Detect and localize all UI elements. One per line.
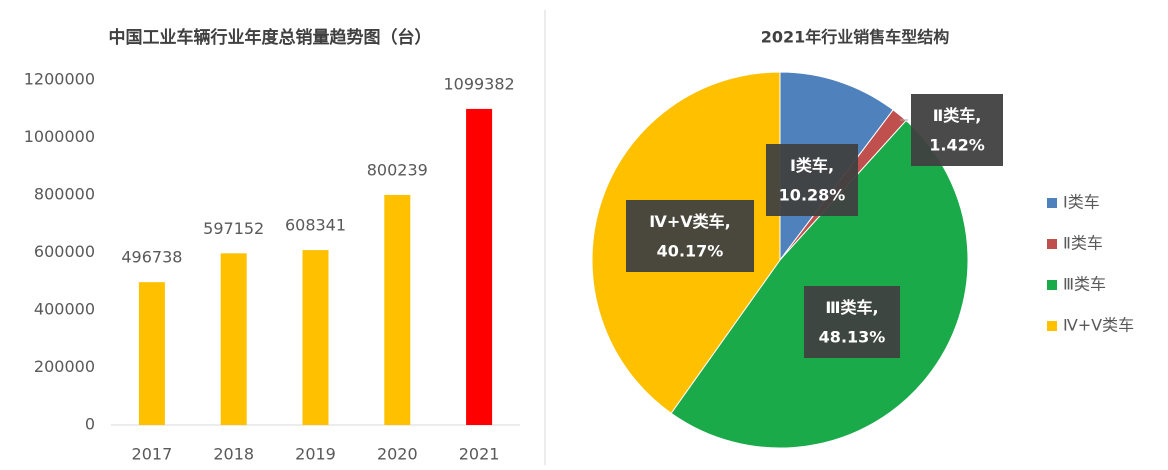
legend-label: Ⅰ类车 [1063,193,1100,212]
data-label: 1099382 [443,74,514,93]
legend-label: Ⅱ类车 [1063,234,1103,253]
data-label: 496738 [121,248,182,267]
data-label-box [804,286,900,358]
data-label-box [766,144,858,216]
bar [384,194,411,425]
data-label: 800239 [367,160,428,179]
data-label: 608341 [285,216,346,235]
y-tick-label: 0 [85,415,95,434]
legend-swatch [1047,321,1057,331]
x-tick-label: 2020 [377,445,418,464]
data-label-name: Ⅰ类车, [790,156,834,175]
data-label-box [911,94,1003,166]
category: Ⅳ+Ⅴ类车 [649,212,724,231]
data-label-value: 40.17% [657,242,724,261]
legend-swatch [1047,198,1057,208]
data-label: Ⅳ+Ⅴ类车,40.17% [626,200,754,272]
data-label-box [626,200,754,272]
legend-label: Ⅲ类车 [1063,275,1106,294]
data-label: Ⅱ类车, 1.42% [911,94,1003,166]
separator: , [975,106,981,125]
legend-swatch [1047,280,1057,290]
data-label-value: 10.28% [779,186,846,205]
y-tick-label: 400000 [34,300,95,319]
separator: , [873,298,879,317]
y-tick-label: 600000 [34,242,95,261]
data-label: Ⅲ类车, 48.13% [804,286,900,358]
bar [138,282,165,425]
category: Ⅰ类车 [790,156,828,175]
y-tick-label: 1200000 [24,70,95,89]
bar-title: 中国工业车辆行业年度总销量趋势图（台） [109,27,432,48]
data-label: Ⅰ类车, 10.28% [766,144,858,216]
category: Ⅱ类车 [933,106,976,125]
x-tick-label: 2017 [132,445,173,464]
x-tick-label: 2018 [213,445,254,464]
data-label-name: Ⅲ类车, [825,298,878,317]
data-label-name: Ⅳ+Ⅴ类车, [649,212,730,231]
y-tick-label: 1000000 [24,127,95,146]
data-label-value: 1.42% [929,136,985,155]
bar [220,253,247,425]
bar [302,250,329,425]
y-tick-label: 200000 [34,357,95,376]
pie-slice [670,119,969,449]
pie-title: 2021年行业销售车型结构 [761,28,950,47]
legend-swatch [1047,239,1057,249]
legend-label: Ⅳ+Ⅴ类车 [1063,316,1134,335]
bar [466,108,493,425]
data-label-name: Ⅱ类车, [933,106,982,125]
separator: , [725,212,731,231]
data-label-value: 48.13% [819,328,886,347]
y-tick-label: 800000 [34,185,95,204]
x-tick-label: 2019 [295,445,336,464]
data-label: 597152 [203,219,264,238]
x-tick-label: 2021 [459,445,500,464]
separator: , [828,156,834,175]
category: Ⅲ类车 [825,298,872,317]
